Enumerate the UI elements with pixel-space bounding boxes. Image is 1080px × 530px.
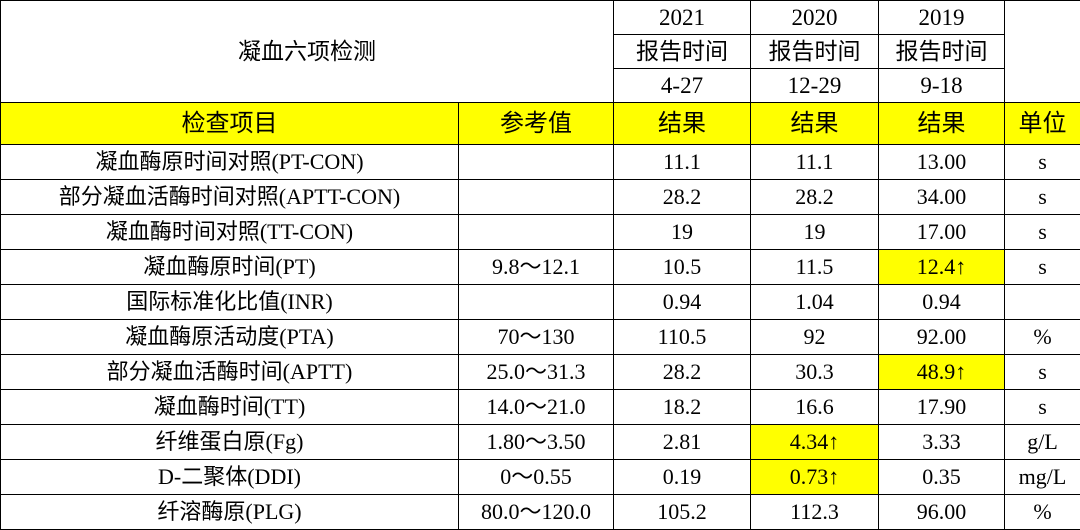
table-row: 部分凝血活酶时间对照(APTT-CON) 28.2 28.2 34.00 s — [0, 179, 1080, 215]
ref-value: 25.0～31.3 — [458, 354, 614, 390]
item-name: 部分凝血活酶时间对照(APTT-CON) — [0, 179, 459, 215]
table-row: 纤维蛋白原(Fg) 1.80～3.50 2.81 4.34↑ 3.33 g/L — [0, 424, 1080, 460]
unit: s — [1004, 214, 1080, 250]
result-2020-abnormal: 4.34↑ — [750, 424, 879, 460]
table-row: 国际标准化比值(INR) 0.94 1.04 0.94 — [0, 284, 1080, 320]
report-label-2019: 报告时间 — [878, 34, 1005, 69]
result-2021: 0.19 — [613, 459, 751, 495]
header-row: 检查项目 参考值 结果 结果 结果 单位 — [0, 102, 1080, 145]
ref-value: 1.80～3.50 — [458, 424, 614, 460]
result-2020: 1.04 — [750, 284, 879, 320]
ref-value — [458, 179, 614, 215]
table-row: 纤溶酶原(PLG) 80.0～120.0 105.2 112.3 96.00 % — [0, 494, 1080, 530]
item-name: 凝血酶原活动度(PTA) — [0, 319, 459, 355]
result-2021: 0.94 — [613, 284, 751, 320]
ref-value — [458, 214, 614, 250]
result-2019: 0.35 — [878, 459, 1005, 495]
date-2020: 12-29 — [750, 68, 879, 103]
unit — [1004, 284, 1080, 320]
result-2019-abnormal: 48.9↑ — [878, 354, 1005, 390]
result-2021: 18.2 — [613, 389, 751, 425]
result-2021: 2.81 — [613, 424, 751, 460]
report-label-2021: 报告时间 — [613, 34, 751, 69]
result-2021: 110.5 — [613, 319, 751, 355]
table-row: 凝血酶时间对照(TT-CON) 19 19 17.00 s — [0, 214, 1080, 250]
unit: s — [1004, 249, 1080, 285]
item-name: 凝血酶原时间对照(PT-CON) — [0, 144, 459, 180]
ref-value: 9.8～12.1 — [458, 249, 614, 285]
ref-value: 70～130 — [458, 319, 614, 355]
result-2019: 92.00 — [878, 319, 1005, 355]
result-2020: 30.3 — [750, 354, 879, 390]
result-2020-abnormal: 0.73↑ — [750, 459, 879, 495]
result-2019: 13.00 — [878, 144, 1005, 180]
item-name: 国际标准化比值(INR) — [0, 284, 459, 320]
result-2021: 19 — [613, 214, 751, 250]
ref-value: 14.0～21.0 — [458, 389, 614, 425]
result-2021: 10.5 — [613, 249, 751, 285]
unit: s — [1004, 354, 1080, 390]
header-ref: 参考值 — [458, 102, 614, 145]
result-2021: 28.2 — [613, 354, 751, 390]
result-2020: 11.1 — [750, 144, 879, 180]
item-name: D-二聚体(DDI) — [0, 459, 459, 495]
item-name: 凝血酶原时间(PT) — [0, 249, 459, 285]
result-2019: 96.00 — [878, 494, 1005, 530]
table-row: 凝血酶原时间(PT) 9.8～12.1 10.5 11.5 12.4↑ s — [0, 249, 1080, 285]
unit: g/L — [1004, 424, 1080, 460]
date-2019: 9-18 — [878, 68, 1005, 103]
item-name: 纤维蛋白原(Fg) — [0, 424, 459, 460]
result-2020: 92 — [750, 319, 879, 355]
result-2020: 28.2 — [750, 179, 879, 215]
year-2019: 2019 — [878, 0, 1005, 35]
report-label-row: 报告时间 报告时间 报告时间 — [1, 34, 1080, 69]
year-2020: 2020 — [750, 0, 879, 35]
unit: s — [1004, 389, 1080, 425]
result-2019: 17.00 — [878, 214, 1005, 250]
result-2019: 3.33 — [878, 424, 1005, 460]
result-2019: 34.00 — [878, 179, 1005, 215]
header-result-2021: 结果 — [613, 102, 751, 145]
item-name: 凝血酶时间(TT) — [0, 389, 459, 425]
ref-value: 0～0.55 — [458, 459, 614, 495]
header-unit: 单位 — [1004, 102, 1080, 145]
header-result-2020: 结果 — [750, 102, 879, 145]
table-row: 部分凝血活酶时间(APTT) 25.0～31.3 28.2 30.3 48.9↑… — [0, 354, 1080, 390]
header-result-2019: 结果 — [878, 102, 1005, 145]
ref-value — [458, 144, 614, 180]
result-2019: 17.90 — [878, 389, 1005, 425]
item-name: 部分凝血活酶时间(APTT) — [0, 354, 459, 390]
result-2021: 11.1 — [613, 144, 751, 180]
table-row: D-二聚体(DDI) 0～0.55 0.19 0.73↑ 0.35 mg/L — [0, 459, 1080, 495]
date-2021: 4-27 — [613, 68, 751, 103]
result-2021: 28.2 — [613, 179, 751, 215]
table-title: 凝血六项检测 — [0, 0, 614, 103]
result-2019: 0.94 — [878, 284, 1005, 320]
year-2021: 2021 — [613, 0, 751, 35]
ref-value: 80.0～120.0 — [458, 494, 614, 530]
item-name: 纤溶酶原(PLG) — [0, 494, 459, 530]
result-2020: 11.5 — [750, 249, 879, 285]
result-2021: 105.2 — [613, 494, 751, 530]
ref-value — [458, 284, 614, 320]
unit: mg/L — [1004, 459, 1080, 495]
unit: s — [1004, 144, 1080, 180]
blank-corner — [1004, 0, 1080, 103]
item-name: 凝血酶时间对照(TT-CON) — [0, 214, 459, 250]
result-2020: 19 — [750, 214, 879, 250]
table-row: 凝血酶原时间对照(PT-CON) 11.1 11.1 13.00 s — [0, 144, 1080, 180]
header-item: 检查项目 — [0, 102, 459, 145]
result-2020: 112.3 — [750, 494, 879, 530]
result-2019-abnormal: 12.4↑ — [878, 249, 1005, 285]
unit: s — [1004, 179, 1080, 215]
report-label-2020: 报告时间 — [750, 34, 879, 69]
unit: % — [1004, 494, 1080, 530]
table-row: 凝血酶原活动度(PTA) 70～130 110.5 92 92.00 % — [0, 319, 1080, 355]
table-row: 凝血酶时间(TT) 14.0～21.0 18.2 16.6 17.90 s — [0, 389, 1080, 425]
result-2020: 16.6 — [750, 389, 879, 425]
unit: % — [1004, 319, 1080, 355]
year-row: 凝血六项检测 2021 2020 2019 — [0, 0, 1080, 103]
